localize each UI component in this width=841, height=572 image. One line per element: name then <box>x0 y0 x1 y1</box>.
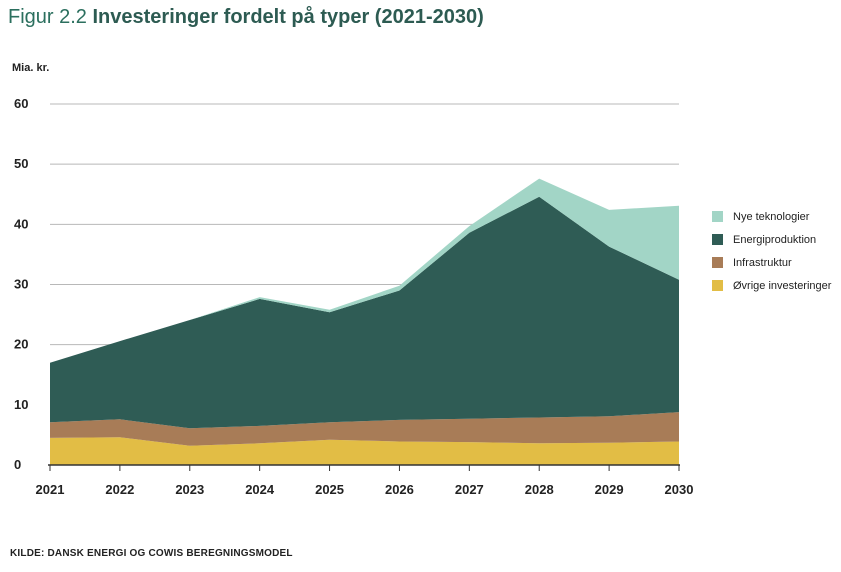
legend-item: Infrastruktur <box>712 251 831 274</box>
y-tick-label: 10 <box>14 397 28 412</box>
y-tick-label: 50 <box>14 156 28 171</box>
legend-swatch <box>712 280 723 291</box>
legend-swatch <box>712 234 723 245</box>
area-series-energiproduktion <box>50 196 679 429</box>
source-note: KILDE: DANSK ENERGI OG COWIS BEREGNINGSM… <box>10 548 293 559</box>
legend: Nye teknologier Energiproduktion Infrastru… <box>712 205 831 297</box>
legend-label: Energiproduktion <box>733 233 817 246</box>
x-tick-label: 2029 <box>595 482 624 497</box>
x-tick-label: 2028 <box>525 482 554 497</box>
legend-item: Energiproduktion <box>712 228 831 251</box>
y-tick-label: 20 <box>14 337 28 352</box>
legend-label: Øvrige investeringer <box>733 279 832 292</box>
x-tick-label: 2024 <box>245 482 275 497</box>
area-series-infrastruktur <box>50 412 679 446</box>
x-tick-label: 2022 <box>105 482 134 497</box>
y-axis-label: Mia. kr. <box>12 62 49 74</box>
x-tick-label: 2021 <box>36 482 65 497</box>
x-tick-label: 2025 <box>315 482 344 497</box>
x-tick-label: 2026 <box>385 482 414 497</box>
legend-swatch <box>712 257 723 268</box>
legend-item: Øvrige investeringer <box>712 274 831 297</box>
y-tick-label: 0 <box>14 457 21 472</box>
area-series-ovrige-investeringer <box>50 437 679 465</box>
legend-item: Nye teknologier <box>712 205 831 228</box>
x-tick-label: 2030 <box>665 482 694 497</box>
legend-label: Infrastruktur <box>733 256 792 269</box>
y-tick-label: 30 <box>14 277 28 292</box>
figure-label: Figur 2.2 <box>8 6 87 28</box>
legend-swatch <box>712 211 723 222</box>
x-tick-label: 2023 <box>175 482 204 497</box>
y-tick-label: 40 <box>14 216 28 231</box>
legend-label: Nye teknologier <box>733 210 810 223</box>
y-tick-label: 60 <box>14 96 28 111</box>
x-tick-label: 2027 <box>455 482 484 497</box>
figure-title: Figur 2.2 Investeringer fordelt på typer… <box>8 6 484 29</box>
chart-title: Investeringer fordelt på typer (2021-203… <box>92 6 484 28</box>
